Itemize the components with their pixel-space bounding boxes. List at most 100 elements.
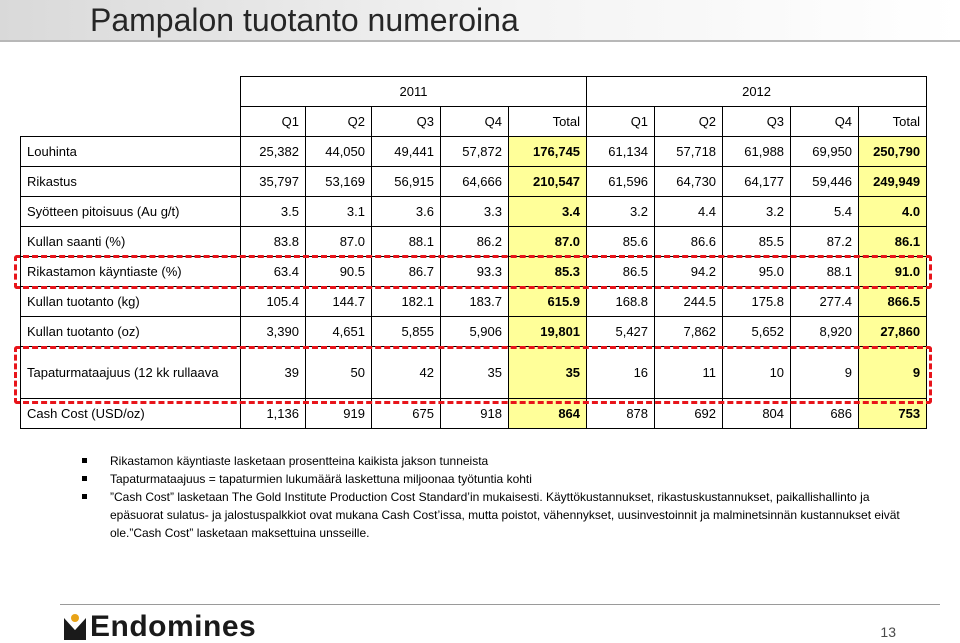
value-cell: 5,855 [371,316,441,347]
table-row: Louhinta 25,382 44,050 49,441 57,872 176,745 6… [20,136,928,167]
value-cell: 3,390 [240,316,306,347]
quarter-header: Q1 [240,106,306,137]
row-label: Syötteen pitoisuus (Au g/t) [20,196,241,227]
total-cell: 87.0 [507,226,588,257]
value-cell: 39 [240,346,306,399]
value-cell: 61,596 [586,166,656,197]
value-cell: 64,730 [654,166,724,197]
value-cell: 88.1 [371,226,441,257]
row-label: Louhinta [20,136,241,167]
table-row: Kullan tuotanto (oz) 3,390 4,651 5,855 5,906… [20,316,928,347]
value-cell: 42 [371,346,441,399]
value-cell: 69,950 [790,136,860,167]
value-cell: 95.0 [722,256,792,287]
value-cell: 49,441 [371,136,441,167]
value-cell: 10 [722,346,792,399]
value-cell: 3.6 [371,196,441,227]
value-cell: 182.1 [371,286,441,317]
title-band [0,0,960,40]
value-cell: 5.4 [790,196,860,227]
value-cell: 4,651 [305,316,372,347]
value-cell: 53,169 [305,166,372,197]
value-cell: 50 [305,346,372,399]
value-cell: 3.1 [305,196,372,227]
value-cell: 175.8 [722,286,792,317]
table-row: Syötteen pitoisuus (Au g/t) 3.5 3.1 3.6 3.3 3… [20,196,928,227]
page-number: 13 [880,624,896,640]
value-cell: 61,134 [586,136,656,167]
table-row: Kullan tuotanto (kg) 105.4 144.7 182.1 183.7… [20,286,928,317]
value-cell: 168.8 [586,286,656,317]
value-cell: 57,872 [440,136,509,167]
bullet-icon [82,476,87,481]
note-item: Tapaturmataajuus = tapaturmien lukumäärä… [82,470,902,488]
value-cell: 85.6 [586,226,656,257]
table-row: Tapaturmataajuus (12 kk rullaava 39 50 42 35… [20,346,928,399]
value-cell: 277.4 [790,286,860,317]
value-cell: 86.7 [371,256,441,287]
value-cell: 87.2 [790,226,860,257]
row-label: Kullan tuotanto (oz) [20,316,241,347]
total-cell: 85.3 [507,256,588,287]
notes-list: Rikastamon käyntiaste lasketaan prosentt… [82,452,902,542]
value-cell: 83.8 [240,226,306,257]
year-row: 2011 2012 [20,76,928,107]
year-2012: 2012 [586,76,928,107]
quarter-header: Q2 [654,106,724,137]
quarter-header: Q1 [586,106,656,137]
quarter-header: Q3 [371,106,441,137]
quarter-header: Q3 [722,106,792,137]
note-text: Rikastamon käyntiaste lasketaan prosentt… [110,454,489,468]
total-header: Total [858,106,928,137]
total-cell: 27,860 [858,316,928,347]
value-cell: 87.0 [305,226,372,257]
value-cell: 44,050 [305,136,372,167]
value-cell: 3.2 [586,196,656,227]
value-cell: 5,906 [440,316,509,347]
value-cell: 56,915 [371,166,441,197]
note-item: Rikastamon käyntiaste lasketaan prosentt… [82,452,902,470]
value-cell: 5,427 [586,316,656,347]
value-cell: 183.7 [440,286,509,317]
highlight-kayntiaste [14,255,932,289]
total-cell: 176,745 [507,136,588,167]
value-cell: 8,920 [790,316,860,347]
corner-cell [20,76,241,107]
quarter-header: Q4 [440,106,509,137]
quarter-row: Q1 Q2 Q3 Q4 Total Q1 Q2 Q3 Q4 Total [20,106,928,137]
total-cell: 9 [858,346,928,399]
value-cell: 11 [654,346,724,399]
value-cell: 16 [586,346,656,399]
logo-icon [64,614,86,640]
total-cell: 86.1 [858,226,928,257]
header-divider [0,40,960,42]
value-cell: 3.5 [240,196,306,227]
logo-text: Endomines [90,610,257,643]
value-cell: 144.7 [305,286,372,317]
total-cell: 866.5 [858,286,928,317]
value-cell: 59,446 [790,166,860,197]
quarter-header: Q4 [790,106,860,137]
table-row: Rikastus 35,797 53,169 56,915 64,666 210,547 6… [20,166,928,197]
value-cell: 85.5 [722,226,792,257]
total-cell: 249,949 [858,166,928,197]
row-label: Rikastus [20,166,241,197]
highlight-tapaturmataajuus [14,346,932,404]
value-cell: 86.5 [586,256,656,287]
value-cell: 57,718 [654,136,724,167]
note-item: ”Cash Cost” lasketaan The Gold Institute… [82,488,902,542]
total-cell: 615.9 [507,286,588,317]
value-cell: 93.3 [440,256,509,287]
value-cell: 90.5 [305,256,372,287]
note-text: ”Cash Cost” lasketaan The Gold Institute… [110,490,900,540]
total-cell: 210,547 [507,166,588,197]
value-cell: 244.5 [654,286,724,317]
value-cell: 86.2 [440,226,509,257]
corner-cell [20,106,241,137]
row-label: Kullan saanti (%) [20,226,241,257]
table-row: Rikastamon käyntiaste (%) 63.4 90.5 86.7 93.… [20,256,928,287]
bullet-icon [82,458,87,463]
value-cell: 61,988 [722,136,792,167]
footer-divider [60,604,940,605]
total-cell: 35 [507,346,588,399]
